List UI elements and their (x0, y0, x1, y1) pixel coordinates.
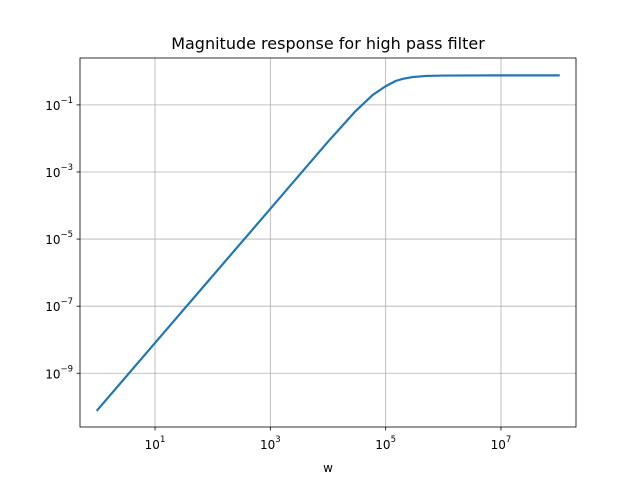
y-tick-label: 10−5 (45, 230, 73, 247)
x-tick-exponent: 1 (160, 435, 165, 445)
x-tick-base: 10 (491, 438, 506, 452)
y-tick-label: 10−7 (45, 297, 73, 314)
x-tick-exponent: 3 (275, 435, 280, 445)
chart-title: Magnitude response for high pass filter (171, 34, 485, 53)
y-tick-label: 10−3 (45, 163, 73, 180)
y-tick-label: 10−1 (45, 96, 73, 113)
x-grid (154, 58, 502, 427)
y-tick-exponent: −7 (60, 297, 73, 307)
x-tick-base: 10 (260, 438, 275, 452)
y-tick-base: 10 (45, 166, 60, 180)
x-tick-label: 105 (375, 435, 396, 452)
y-tick-base: 10 (45, 233, 60, 247)
y-tick-base: 10 (45, 99, 60, 113)
x-ticks: 101 103 105 107 (145, 427, 512, 452)
x-tick-exponent: 5 (391, 435, 396, 445)
plot-frame (79, 57, 577, 428)
x-tick-base: 10 (145, 438, 160, 452)
x-tick-base: 10 (375, 438, 390, 452)
y-tick-base: 10 (45, 367, 60, 381)
magnitude-series-line (95, 74, 560, 412)
x-tick-label: 101 (145, 435, 166, 452)
x-tick-label: 107 (491, 435, 512, 452)
y-grid (80, 104, 576, 374)
y-ticks: 10−110−310−510−710−9 (45, 96, 80, 381)
x-tick-exponent: 7 (506, 435, 511, 445)
y-tick-exponent: −5 (60, 230, 73, 240)
y-tick-exponent: −9 (60, 364, 73, 374)
y-tick-label: 10−9 (45, 364, 73, 381)
y-tick-exponent: −3 (60, 163, 73, 173)
series-layer (95, 74, 560, 412)
y-tick-exponent: −1 (60, 96, 73, 106)
x-axis-label: w (323, 461, 333, 475)
x-tick-label: 103 (260, 435, 281, 452)
y-tick-base: 10 (45, 300, 60, 314)
